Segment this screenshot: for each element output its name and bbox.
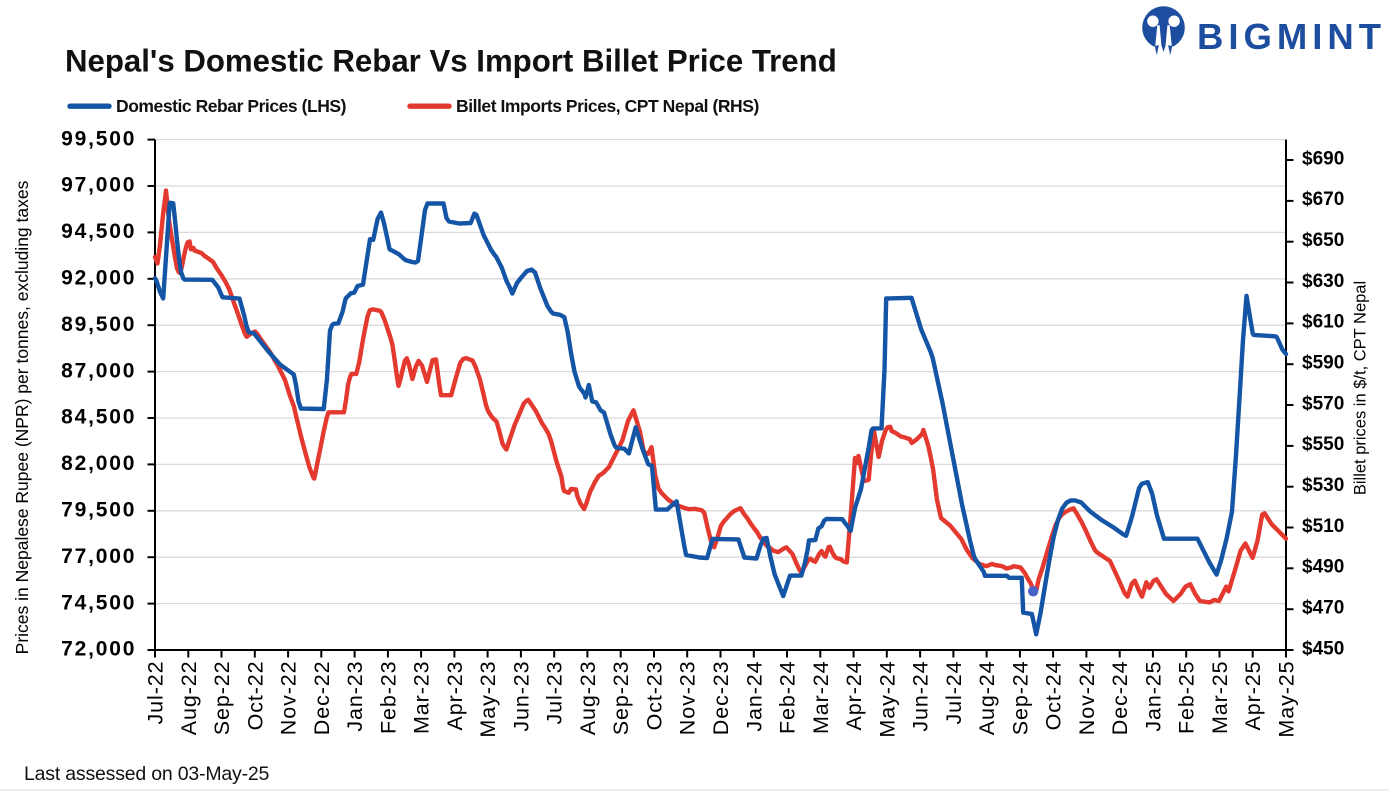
svg-text:Oct-22: Oct-22 (243, 661, 267, 731)
svg-text:Billet Imports Prices, CPT Nep: Billet Imports Prices, CPT Nepal (RHS) (456, 96, 759, 116)
svg-text:Nov-23: Nov-23 (676, 661, 700, 736)
svg-text:May-25: May-25 (1275, 661, 1299, 738)
svg-text:72,000: 72,000 (61, 638, 136, 661)
svg-text:Nov-22: Nov-22 (277, 661, 301, 736)
svg-text:Aug-23: Aug-23 (576, 661, 600, 736)
svg-text:$570: $570 (1302, 393, 1344, 414)
svg-text:May-23: May-23 (476, 661, 500, 738)
svg-text:Feb-24: Feb-24 (776, 661, 800, 735)
svg-text:$590: $590 (1302, 353, 1344, 374)
svg-text:Nov-24: Nov-24 (1075, 661, 1099, 736)
svg-text:99,500: 99,500 (61, 127, 136, 150)
svg-text:82,000: 82,000 (61, 452, 136, 475)
svg-text:BIGMINT: BIGMINT (1197, 16, 1386, 57)
svg-text:Jul-23: Jul-23 (543, 661, 567, 725)
svg-text:Sep-24: Sep-24 (1008, 661, 1032, 736)
svg-text:Aug-24: Aug-24 (975, 661, 999, 736)
svg-text:$690: $690 (1302, 148, 1344, 169)
svg-text:$450: $450 (1302, 638, 1344, 659)
svg-text:Dec-23: Dec-23 (709, 661, 733, 736)
svg-text:Sep-22: Sep-22 (210, 661, 234, 736)
svg-text:Billet prices in $/t, CPT Nepa: Billet prices in $/t, CPT Nepal (1352, 281, 1370, 495)
svg-text:Apr-23: Apr-23 (443, 661, 467, 731)
svg-text:92,000: 92,000 (61, 267, 136, 290)
svg-text:Jun-23: Jun-23 (509, 661, 533, 732)
svg-text:Mar-24: Mar-24 (809, 661, 833, 735)
svg-text:Jan-25: Jan-25 (1141, 661, 1165, 732)
svg-text:Nepal's Domestic Rebar Vs Impo: Nepal's Domestic Rebar Vs Import Billet … (65, 43, 837, 78)
svg-text:Last assessed on 03-May-25: Last assessed on 03-May-25 (24, 763, 270, 785)
svg-text:Mar-25: Mar-25 (1208, 661, 1232, 735)
svg-text:$530: $530 (1302, 475, 1344, 496)
svg-text:$510: $510 (1302, 516, 1344, 537)
svg-text:$650: $650 (1302, 230, 1344, 251)
svg-text:Oct-24: Oct-24 (1042, 661, 1066, 731)
svg-text:$490: $490 (1302, 557, 1344, 578)
svg-text:Sep-23: Sep-23 (609, 661, 633, 736)
svg-text:$470: $470 (1302, 598, 1344, 619)
svg-text:$670: $670 (1302, 189, 1344, 210)
svg-text:77,000: 77,000 (61, 545, 136, 568)
svg-text:Jul-24: Jul-24 (942, 661, 966, 725)
svg-text:$610: $610 (1302, 312, 1344, 333)
svg-text:Prices in Nepalese Rupee (NPR): Prices in Nepalese Rupee (NPR) per tonne… (12, 180, 32, 654)
svg-text:Dec-24: Dec-24 (1108, 661, 1132, 736)
svg-text:May-24: May-24 (875, 661, 899, 738)
svg-text:87,000: 87,000 (61, 359, 136, 382)
svg-text:Feb-23: Feb-23 (376, 661, 400, 735)
svg-text:97,000: 97,000 (61, 174, 136, 197)
svg-text:$630: $630 (1302, 271, 1344, 292)
svg-text:Apr-24: Apr-24 (842, 661, 866, 731)
svg-text:$550: $550 (1302, 434, 1344, 455)
svg-text:74,500: 74,500 (61, 591, 136, 614)
svg-text:79,500: 79,500 (61, 499, 136, 522)
svg-text:Domestic Rebar Prices (LHS): Domestic Rebar Prices (LHS) (116, 96, 346, 116)
svg-text:Jun-24: Jun-24 (909, 661, 933, 732)
svg-text:Jan-23: Jan-23 (343, 661, 367, 732)
svg-text:Oct-23: Oct-23 (643, 661, 667, 731)
svg-text:Mar-23: Mar-23 (410, 661, 434, 735)
svg-text:Feb-25: Feb-25 (1175, 661, 1199, 735)
svg-text:Aug-22: Aug-22 (177, 661, 201, 736)
svg-text:Jan-24: Jan-24 (742, 661, 766, 732)
svg-text:84,500: 84,500 (61, 406, 136, 429)
svg-text:94,500: 94,500 (61, 220, 136, 243)
svg-text:Apr-25: Apr-25 (1241, 661, 1265, 731)
svg-text:89,500: 89,500 (61, 313, 136, 336)
svg-text:Jul-22: Jul-22 (144, 661, 168, 725)
svg-text:Dec-22: Dec-22 (310, 661, 334, 736)
